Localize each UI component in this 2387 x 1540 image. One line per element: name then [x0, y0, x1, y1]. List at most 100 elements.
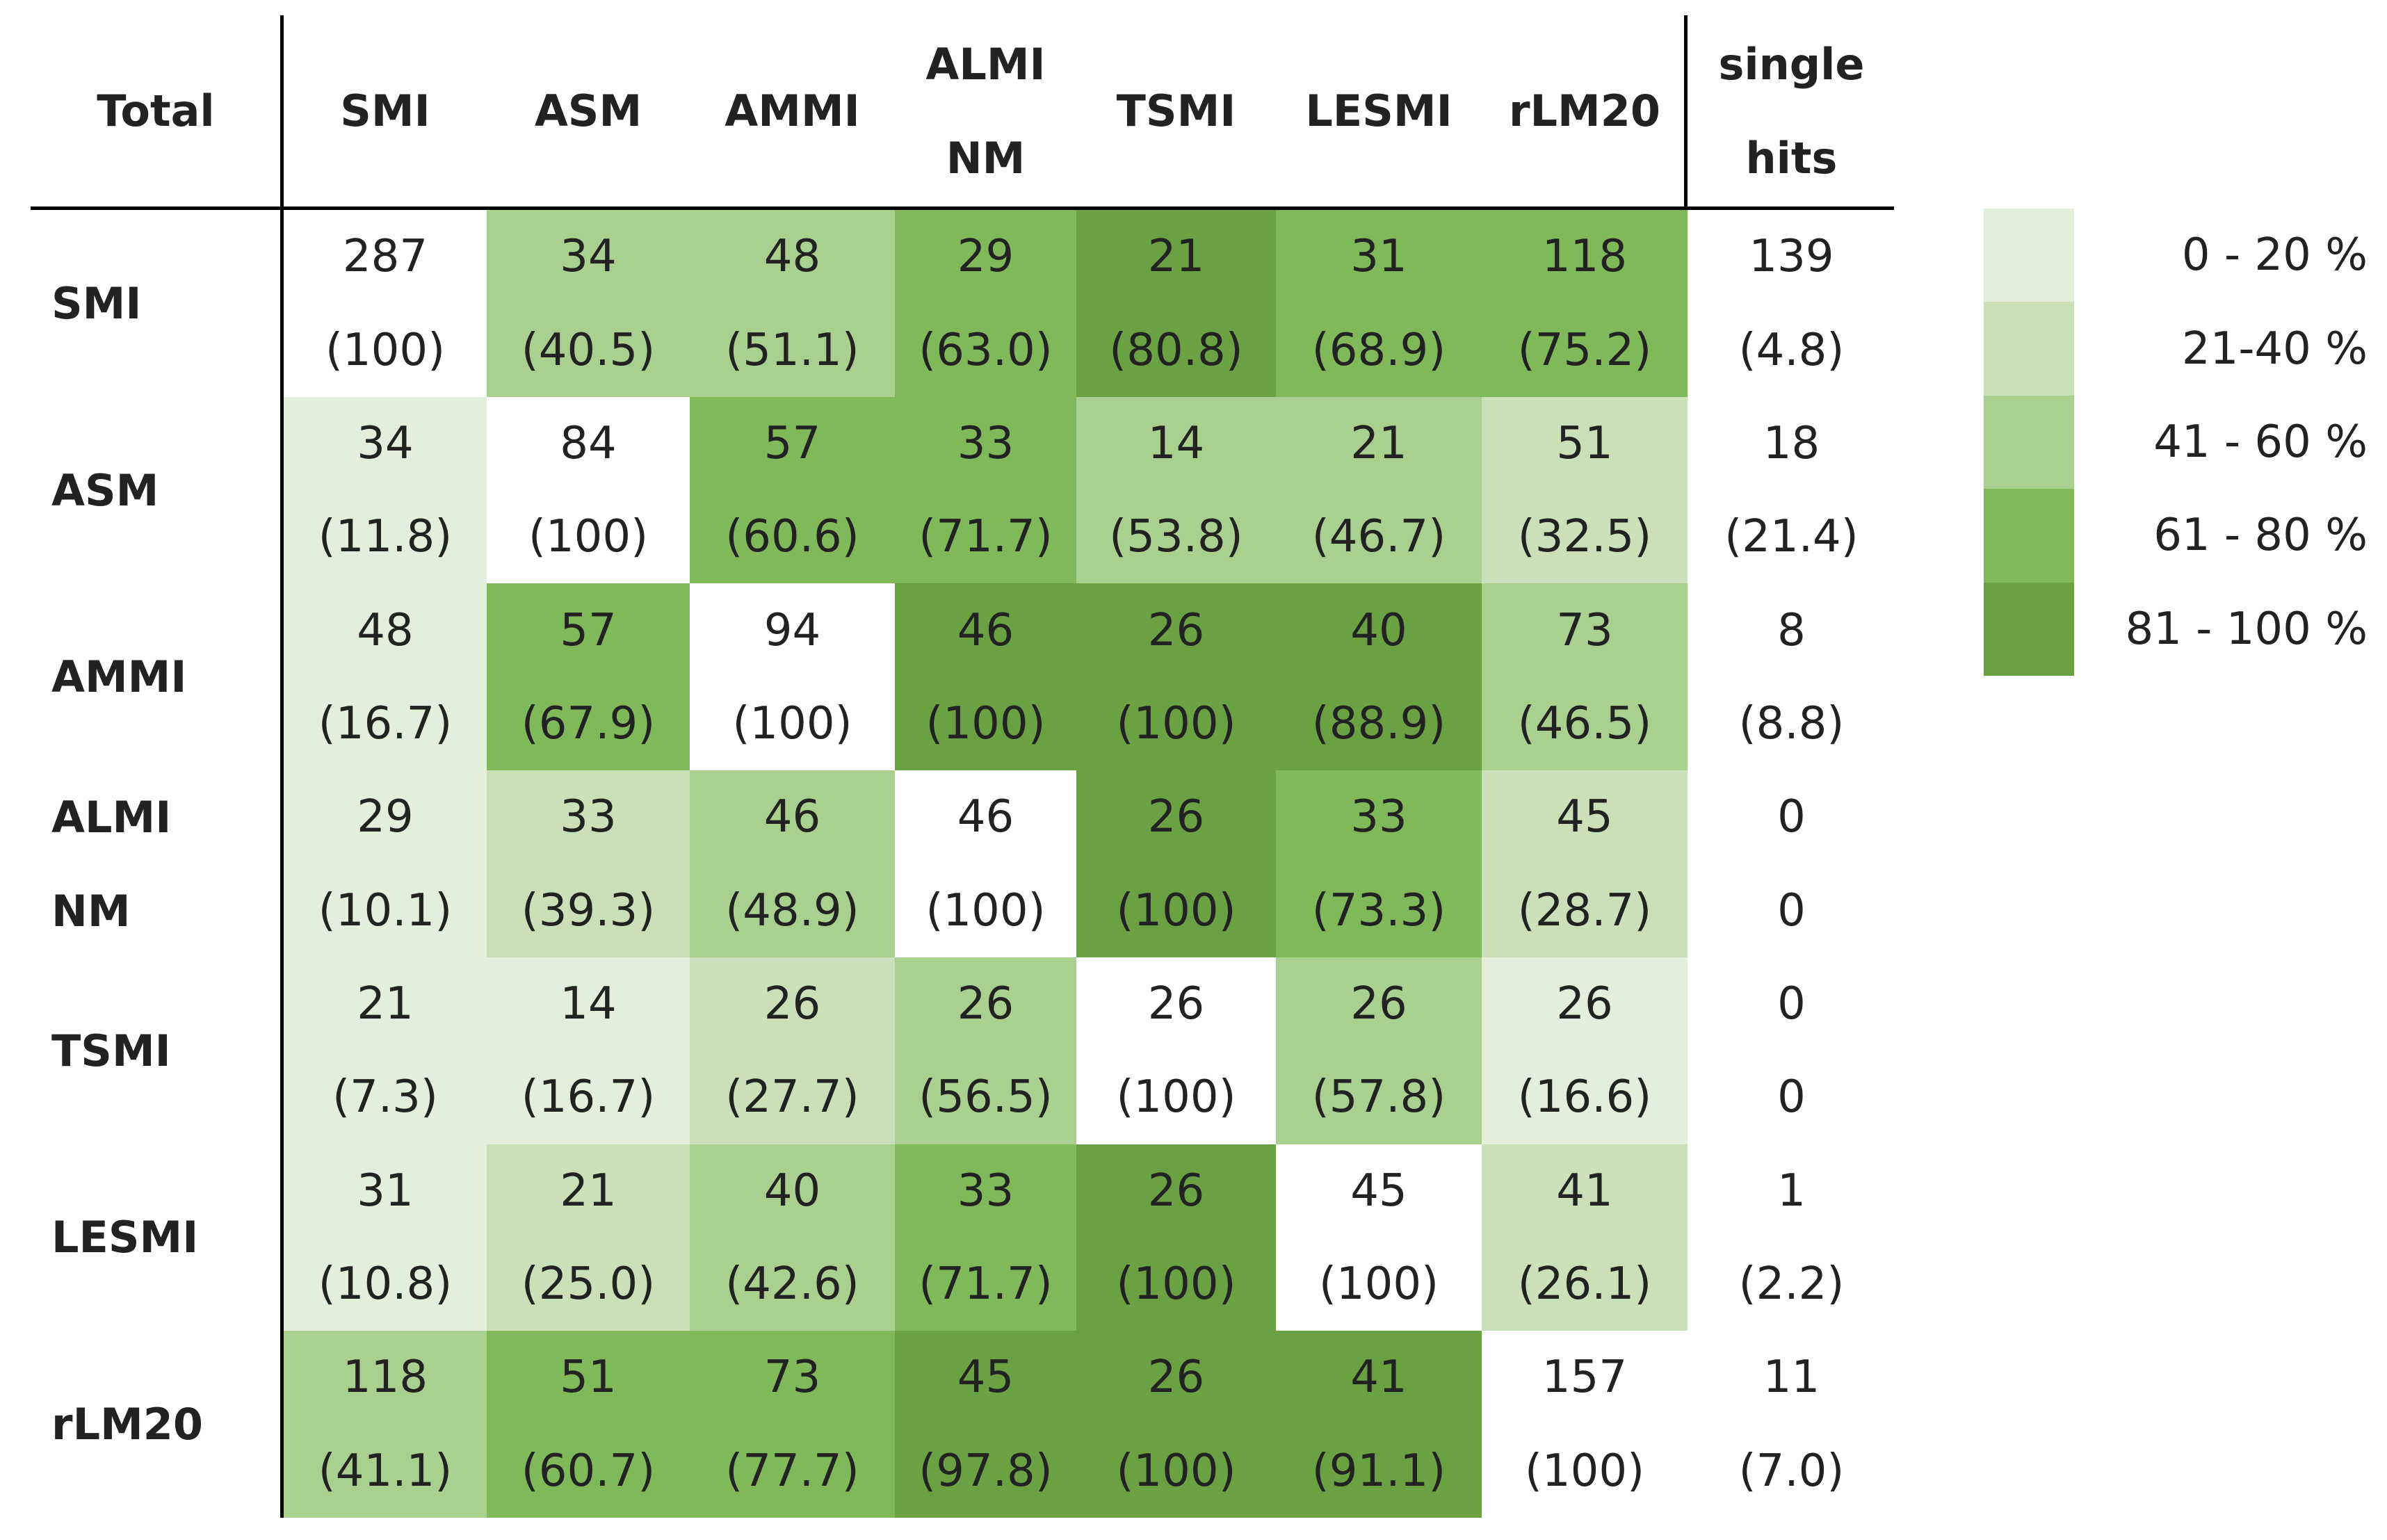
table-cell: 26 (56.5): [895, 957, 1076, 1144]
cell-percent: (100): [1116, 1445, 1236, 1497]
column-header-line: ASM: [534, 86, 642, 136]
table-cell: 26 (27.7): [690, 957, 895, 1144]
table-cell: 21 (80.8): [1076, 210, 1276, 397]
legend-swatch: [1984, 395, 2074, 489]
legend-swatch: [1984, 209, 2074, 302]
cell-count: 40: [1350, 604, 1407, 656]
table-cell: 21 (7.3): [284, 957, 487, 1144]
row-header-line: ASM: [51, 464, 159, 516]
cell-percent: (48.9): [725, 884, 859, 937]
table-cell: 26 (100): [1076, 1144, 1276, 1331]
cell-count: 34: [357, 417, 414, 469]
cell-count: 94: [763, 604, 821, 656]
row-header: rLM20: [31, 1331, 280, 1518]
table-cell: 45 (97.8): [895, 1331, 1076, 1518]
cell-percent: (71.7): [919, 511, 1053, 563]
table-cell: 45 (28.7): [1482, 770, 1688, 957]
cell-count: 118: [342, 1352, 428, 1404]
table-cell: 33 (71.7): [895, 396, 1076, 584]
row-header-line: AMMI: [51, 651, 187, 703]
table-cell: 84 (100): [487, 396, 690, 584]
row-header-line: SMI: [51, 277, 142, 329]
table-cell: 31 (10.8): [284, 1144, 487, 1331]
cell-percent: (71.7): [919, 1258, 1053, 1311]
cell-percent: (60.6): [725, 511, 859, 563]
cell-percent: (97.8): [919, 1445, 1053, 1497]
cell-percent: (57.8): [1311, 1071, 1446, 1124]
table-cell: 26 (100): [1076, 1331, 1276, 1518]
cell-count: 34: [560, 231, 617, 283]
table-cell: 46 (100): [895, 770, 1076, 957]
cell-percent: (16.7): [521, 1071, 656, 1124]
table-cell: 46 (48.9): [690, 770, 895, 957]
column-header-line: LESMI: [1305, 86, 1453, 136]
cell-percent: (100): [1116, 1258, 1236, 1311]
cell-percent: (10.8): [318, 1258, 453, 1311]
cell-percent: (27.7): [725, 1071, 859, 1124]
row-header-line: LESMI: [51, 1212, 199, 1263]
column-header: single hits: [1688, 15, 1895, 206]
cell-count: 51: [560, 1352, 617, 1404]
column-header-line: TSMI: [1116, 86, 1236, 136]
column-header-line: SMI: [340, 86, 430, 136]
cell-percent: (8.8): [1738, 697, 1845, 749]
cell-percent: (16.6): [1517, 1071, 1652, 1124]
cell-percent: (32.5): [1517, 511, 1652, 563]
cell-percent: (53.8): [1109, 511, 1243, 563]
cell-count: 287: [342, 231, 428, 283]
cell-count: 48: [357, 604, 414, 656]
cell-percent: (100): [732, 697, 852, 749]
table-cell: 41 (91.1): [1276, 1331, 1482, 1518]
table-cell: 26 (57.8): [1276, 957, 1482, 1144]
cell-count: 46: [763, 791, 821, 843]
legend-swatch: [1984, 302, 2074, 396]
cell-percent: (21.4): [1724, 511, 1859, 563]
cell-percent: (100): [1524, 1445, 1645, 1497]
cell-percent: (67.9): [521, 697, 656, 749]
row-header-line: rLM20: [51, 1399, 204, 1450]
table-cell: 51 (32.5): [1482, 396, 1688, 584]
cell-percent: (16.7): [318, 697, 453, 749]
cell-count: 139: [1749, 231, 1834, 283]
cell-count: 41: [1350, 1352, 1407, 1404]
table-cell: 287 (100): [284, 210, 487, 397]
cell-percent: (80.8): [1109, 324, 1243, 376]
table-cell: 94 (100): [690, 583, 895, 771]
table-cell: 46 (100): [895, 583, 1076, 771]
cell-percent: 0: [1777, 884, 1806, 937]
column-header: LESMI: [1276, 15, 1482, 206]
cell-percent: (100): [925, 884, 1046, 937]
column-header: ALMI NM: [895, 15, 1076, 206]
table-cell: 51 (60.7): [487, 1331, 690, 1518]
table-cell: 40 (88.9): [1276, 583, 1482, 771]
table-cell: 33 (71.7): [895, 1144, 1076, 1331]
cell-count: 33: [1350, 791, 1407, 843]
cell-count: 45: [957, 1352, 1014, 1404]
cell-count: 0: [1777, 791, 1806, 843]
column-header-line: hits: [1745, 132, 1838, 184]
cell-count: 51: [1556, 417, 1613, 469]
cell-percent: (63.0): [919, 324, 1053, 376]
cell-percent: 0: [1777, 1071, 1806, 1124]
cell-percent: (7.0): [1738, 1445, 1845, 1497]
table-cell: 26 (100): [1076, 957, 1276, 1144]
cell-percent: (56.5): [919, 1071, 1053, 1124]
cell-percent: (73.3): [1311, 884, 1446, 937]
cell-count: 84: [560, 417, 617, 469]
cell-count: 118: [1542, 231, 1628, 283]
cell-count: 57: [560, 604, 617, 656]
cell-percent: (100): [1116, 697, 1236, 749]
cell-count: 33: [560, 791, 617, 843]
cell-percent: (100): [1318, 1258, 1439, 1311]
table-cell: 26 (16.6): [1482, 957, 1688, 1144]
column-header: SMI: [284, 15, 487, 206]
cell-count: 48: [763, 231, 821, 283]
legend-label: 21-40 %: [2181, 323, 2368, 375]
cell-count: 26: [763, 978, 821, 1030]
cell-percent: (75.2): [1517, 324, 1652, 376]
table-cell: 31 (68.9): [1276, 210, 1482, 397]
cell-percent: (100): [1116, 1071, 1236, 1124]
